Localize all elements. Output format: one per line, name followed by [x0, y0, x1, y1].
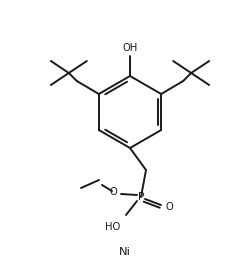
Text: O: O — [165, 202, 173, 212]
Text: O: O — [109, 187, 117, 197]
Text: Ni: Ni — [119, 247, 131, 257]
Text: P: P — [138, 192, 144, 202]
Text: HO: HO — [106, 222, 120, 232]
Text: OH: OH — [122, 43, 138, 53]
